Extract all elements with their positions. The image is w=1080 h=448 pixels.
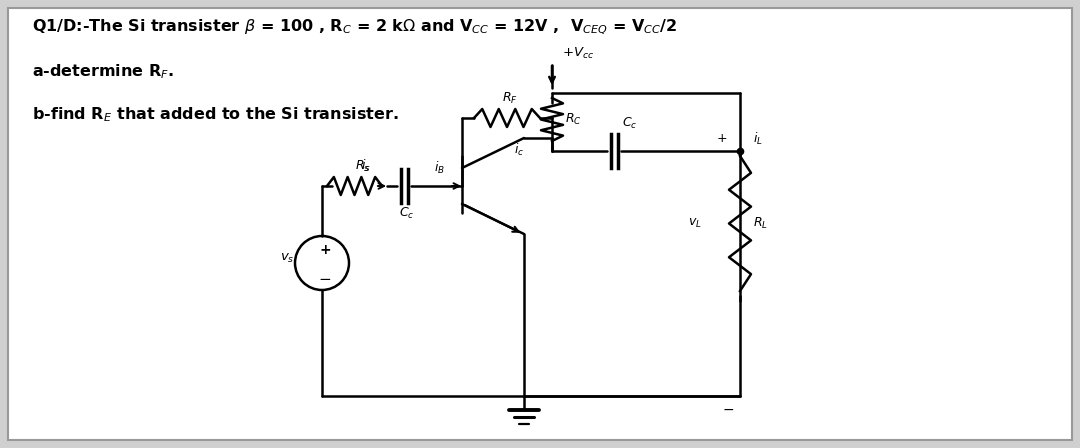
Text: $R_L$: $R_L$ [753,216,768,231]
Text: $R_s$: $R_s$ [354,159,369,174]
Text: $R_C$: $R_C$ [565,112,582,127]
Text: $i_L$: $i_L$ [753,131,762,147]
Text: $v_L$: $v_L$ [688,217,702,230]
Text: $R_F$: $R_F$ [502,91,517,106]
Text: $i_B$: $i_B$ [434,160,445,176]
FancyBboxPatch shape [8,8,1072,440]
Text: $C_c$: $C_c$ [622,116,637,131]
Text: +: + [320,243,330,257]
Text: Q1/D:-The Si transister $\beta$ = 100 , R$_C$ = 2 k$\Omega$ and V$_{CC}$ = 12V ,: Q1/D:-The Si transister $\beta$ = 100 , … [32,18,677,37]
Text: $i_s$: $i_s$ [361,158,370,174]
Text: $+V_{cc}$: $+V_{cc}$ [562,46,594,61]
Text: $C_c$: $C_c$ [399,206,415,221]
Text: $-$: $-$ [319,270,332,284]
Text: $v_s$: $v_s$ [280,251,295,265]
Text: a-determine R$_F$.: a-determine R$_F$. [32,62,174,81]
Text: $i_c$: $i_c$ [514,142,524,158]
Text: $-$: $-$ [721,402,734,416]
Text: b-find R$_E$ that added to the Si transister.: b-find R$_E$ that added to the Si transi… [32,105,399,124]
Text: $+$: $+$ [716,132,728,145]
